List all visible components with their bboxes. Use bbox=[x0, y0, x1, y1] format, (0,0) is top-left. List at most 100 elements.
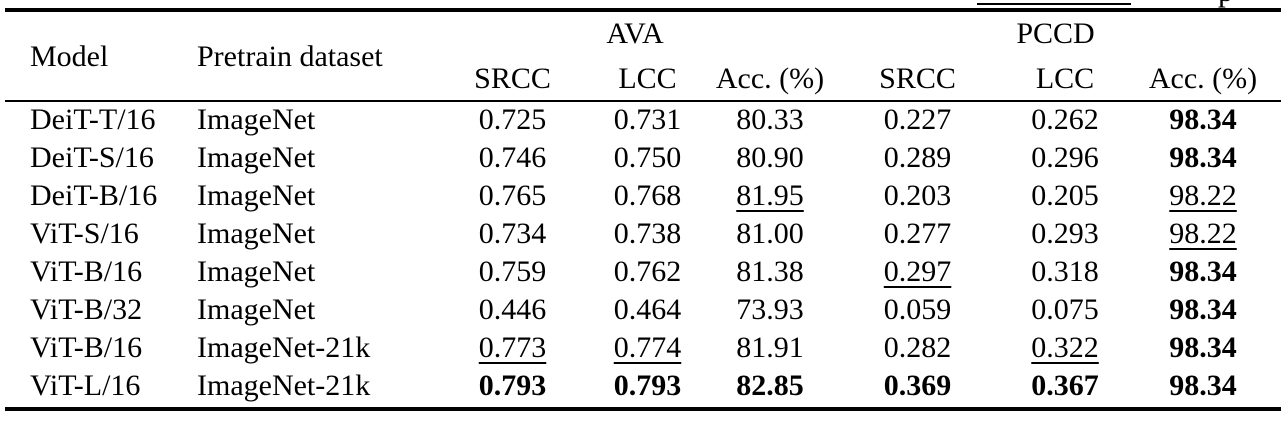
table-row: DeiT-B/16 ImageNet 0.765 0.768 81.95 0.2… bbox=[5, 177, 1281, 215]
metric-value: 0.762 bbox=[613, 255, 682, 288]
pretrain-cell: ImageNet bbox=[197, 179, 316, 212]
col-header-ava-acc: Acc. (%) bbox=[715, 61, 825, 95]
metric-cell: 0.762 bbox=[585, 253, 710, 291]
metric-cell: 98.34 bbox=[1125, 139, 1281, 177]
col-header-pccd-srcc: SRCC bbox=[879, 61, 956, 95]
metric-value: 98.34 bbox=[1169, 103, 1237, 136]
table-row: DeiT-S/16 ImageNet 0.746 0.750 80.90 0.2… bbox=[5, 139, 1281, 177]
metric-cell: 0.464 bbox=[585, 291, 710, 329]
metric-cell: 0.297 bbox=[830, 253, 1005, 291]
metric-cell: 0.318 bbox=[1005, 253, 1125, 291]
metric-cell: 98.34 bbox=[1125, 101, 1281, 139]
metric-cell: 0.750 bbox=[585, 139, 710, 177]
metric-cell: 0.282 bbox=[830, 329, 1005, 367]
metric-cell: 0.746 bbox=[440, 139, 585, 177]
caption-fragment-underline bbox=[977, 3, 1131, 5]
metric-cell: 98.22 bbox=[1125, 215, 1281, 253]
metric-cell: 0.369 bbox=[830, 367, 1005, 405]
metric-cell: 0.262 bbox=[1005, 101, 1125, 139]
metric-value: 81.00 bbox=[736, 217, 804, 250]
metric-cell: 80.90 bbox=[710, 139, 830, 177]
metric-cell: 0.793 bbox=[440, 367, 585, 405]
metric-cell: 0.731 bbox=[585, 101, 710, 139]
metric-value: 98.34 bbox=[1169, 369, 1237, 402]
metric-cell: 0.765 bbox=[440, 177, 585, 215]
metric-value: 80.90 bbox=[736, 141, 804, 174]
metric-value: 0.759 bbox=[478, 255, 547, 288]
metric-cell: 98.34 bbox=[1125, 291, 1281, 329]
model-cell: ViT-B/16 bbox=[30, 255, 143, 288]
metric-value: 0.773 bbox=[478, 331, 547, 364]
metric-cell: 0.367 bbox=[1005, 367, 1125, 405]
metric-value: 0.262 bbox=[1031, 103, 1099, 136]
metric-value: 0.059 bbox=[883, 293, 952, 326]
metric-value: 0.464 bbox=[613, 293, 682, 326]
metric-cell: 82.85 bbox=[710, 367, 830, 405]
pretrain-cell: ImageNet bbox=[197, 141, 316, 174]
results-table: Model Pretrain dataset AVA PCCD SRCC LCC… bbox=[5, 12, 1281, 405]
caption-fragment-glyph: p bbox=[1218, 0, 1238, 8]
metric-cell: 98.34 bbox=[1125, 253, 1281, 291]
pretrain-cell: ImageNet-21k bbox=[197, 369, 371, 402]
metric-cell: 0.734 bbox=[440, 215, 585, 253]
metric-cell: 0.322 bbox=[1005, 329, 1125, 367]
metric-cell: 0.289 bbox=[830, 139, 1005, 177]
metric-cell: 0.227 bbox=[830, 101, 1005, 139]
metric-value: 0.296 bbox=[1031, 141, 1099, 174]
metric-value: 82.85 bbox=[736, 369, 804, 402]
col-header-ava-srcc: SRCC bbox=[474, 61, 551, 95]
metric-value: 0.318 bbox=[1031, 255, 1099, 288]
metric-cell: 0.277 bbox=[830, 215, 1005, 253]
metric-value: 0.277 bbox=[883, 217, 952, 250]
table-row: ViT-L/16 ImageNet-21k 0.793 0.793 82.85 … bbox=[5, 367, 1281, 405]
table-row: ViT-B/16 ImageNet-21k 0.773 0.774 81.91 … bbox=[5, 329, 1281, 367]
metric-value: 98.34 bbox=[1169, 255, 1237, 288]
metric-value: 80.33 bbox=[736, 103, 804, 136]
pretrain-cell: ImageNet-21k bbox=[197, 331, 371, 364]
col-header-ava-lcc: LCC bbox=[618, 61, 677, 95]
metric-value: 98.22 bbox=[1169, 217, 1237, 250]
metric-value: 98.34 bbox=[1169, 293, 1237, 326]
metric-value: 0.765 bbox=[478, 179, 547, 212]
metric-cell: 0.725 bbox=[440, 101, 585, 139]
pretrain-cell: ImageNet bbox=[197, 255, 316, 288]
table-top-rule bbox=[5, 8, 1281, 12]
header-group-row: Model Pretrain dataset AVA PCCD bbox=[5, 12, 1281, 72]
metric-value: 0.282 bbox=[883, 331, 952, 364]
model-cell: DeiT-T/16 bbox=[30, 103, 156, 136]
metric-cell: 0.773 bbox=[440, 329, 585, 367]
metric-value: 0.446 bbox=[478, 293, 547, 326]
table-header-rule bbox=[5, 100, 1281, 102]
metric-value: 0.075 bbox=[1031, 293, 1099, 326]
pretrain-cell: ImageNet bbox=[197, 103, 316, 136]
metric-cell: 0.205 bbox=[1005, 177, 1125, 215]
metric-value: 0.367 bbox=[1031, 369, 1099, 402]
col-header-model: Model bbox=[30, 39, 109, 73]
metric-cell: 0.203 bbox=[830, 177, 1005, 215]
table-row: ViT-B/32 ImageNet 0.446 0.464 73.93 0.05… bbox=[5, 291, 1281, 329]
metric-value: 98.22 bbox=[1169, 179, 1237, 212]
metric-value: 98.34 bbox=[1169, 331, 1237, 364]
table-row: DeiT-T/16 ImageNet 0.725 0.731 80.33 0.2… bbox=[5, 101, 1281, 139]
metric-value: 0.774 bbox=[613, 331, 682, 364]
metric-cell: 98.22 bbox=[1125, 177, 1281, 215]
caption-fragment-text: p bbox=[1218, 0, 1238, 8]
metric-value: 0.725 bbox=[478, 103, 547, 136]
metric-cell: 0.768 bbox=[585, 177, 710, 215]
metric-value: 0.227 bbox=[883, 103, 952, 136]
metric-cell: 0.738 bbox=[585, 215, 710, 253]
metric-value: 0.734 bbox=[478, 217, 547, 250]
metric-value: 98.34 bbox=[1169, 141, 1237, 174]
metric-cell: 81.00 bbox=[710, 215, 830, 253]
metric-cell: 0.059 bbox=[830, 291, 1005, 329]
metric-cell: 98.34 bbox=[1125, 367, 1281, 405]
metric-value: 0.293 bbox=[1031, 217, 1099, 250]
model-cell: DeiT-B/16 bbox=[30, 179, 158, 212]
metric-value: 81.91 bbox=[736, 331, 804, 364]
metric-value: 0.793 bbox=[613, 369, 682, 402]
metric-cell: 0.446 bbox=[440, 291, 585, 329]
metric-cell: 80.33 bbox=[710, 101, 830, 139]
model-cell: ViT-S/16 bbox=[30, 217, 139, 250]
metric-cell: 0.774 bbox=[585, 329, 710, 367]
metric-value: 0.793 bbox=[478, 369, 547, 402]
